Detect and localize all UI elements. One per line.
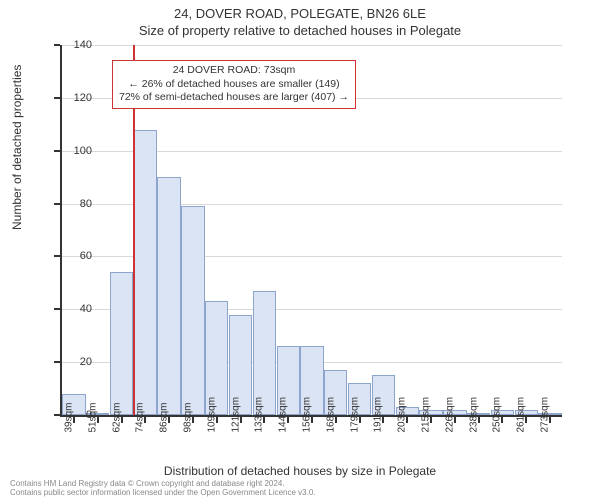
credits-line: Contains public sector information licen…	[10, 489, 316, 498]
plot-area: 24 DOVER ROAD: 73sqm ← 26% of detached h…	[60, 45, 562, 417]
chart-container: 24, DOVER ROAD, POLEGATE, BN26 6LE Size …	[0, 0, 600, 500]
annotation-line: 24 DOVER ROAD: 73sqm	[119, 64, 349, 78]
y-tick-label: 140	[52, 39, 92, 51]
annotation-line: ← 26% of detached houses are smaller (14…	[119, 78, 349, 92]
histogram-bar	[157, 177, 180, 415]
credits: Contains HM Land Registry data © Crown c…	[10, 480, 316, 498]
y-tick-label: 60	[52, 250, 92, 262]
y-tick-label: 100	[52, 145, 92, 157]
y-tick-label: 40	[52, 303, 92, 315]
histogram-bar	[110, 272, 133, 415]
y-axis-label: Number of detached properties	[10, 65, 24, 230]
histogram-bar	[181, 206, 204, 415]
y-tick-label: 80	[52, 198, 92, 210]
page-subtitle: Size of property relative to detached ho…	[0, 21, 600, 38]
annotation-line: 72% of semi-detached houses are larger (…	[119, 91, 349, 105]
gridline	[62, 45, 562, 46]
y-tick-label: 120	[52, 92, 92, 104]
histogram-bar	[134, 130, 157, 415]
x-axis-label: Distribution of detached houses by size …	[0, 464, 600, 478]
annotation-box: 24 DOVER ROAD: 73sqm ← 26% of detached h…	[112, 60, 356, 109]
y-tick-label: 20	[52, 356, 92, 368]
page-title: 24, DOVER ROAD, POLEGATE, BN26 6LE	[0, 0, 600, 21]
